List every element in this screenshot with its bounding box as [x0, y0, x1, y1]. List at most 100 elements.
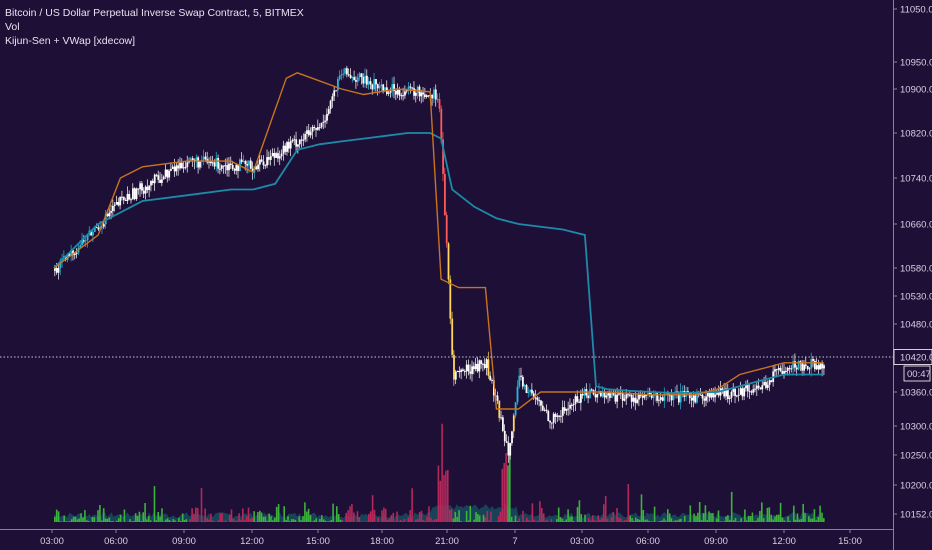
candle-body	[480, 360, 483, 364]
candle-body	[574, 396, 577, 404]
volume-bar	[168, 520, 171, 522]
candle-body	[240, 159, 243, 162]
indicator-legend-label[interactable]: Kijun-Sen + VWap [xdecow]	[5, 35, 136, 47]
volume-bar	[163, 521, 165, 522]
candle-body	[289, 141, 292, 149]
candle-body	[220, 165, 223, 169]
volume-bar	[623, 520, 626, 522]
y-tick-label: 11050.0	[900, 5, 932, 16]
volume-bar	[635, 517, 637, 522]
volume-bar	[503, 463, 505, 522]
candle-body	[380, 84, 383, 87]
candle-body	[797, 361, 800, 370]
candle-body	[534, 397, 537, 399]
candle-body	[817, 365, 820, 370]
volume-bar	[663, 518, 665, 522]
candle-body	[333, 90, 336, 97]
volume-bar	[510, 516, 513, 522]
x-tick-label: 12:00	[240, 536, 264, 547]
candle-body	[770, 380, 773, 382]
volume-bar	[388, 518, 391, 522]
volume-bar	[136, 515, 139, 522]
candle-body	[384, 87, 386, 91]
candle-body	[540, 400, 542, 406]
candle-body	[391, 84, 394, 92]
volume-bar	[306, 511, 308, 522]
candle-body	[612, 391, 615, 395]
candle-body	[266, 157, 268, 166]
volume-bar	[529, 520, 532, 522]
volume-bar	[736, 521, 739, 522]
volume-bar	[809, 518, 812, 522]
candle-body	[291, 140, 294, 142]
volume-bar	[69, 521, 71, 522]
candle-body	[159, 179, 161, 183]
candle-body	[487, 359, 490, 376]
vol-legend-label[interactable]: Vol	[5, 21, 20, 33]
volume-bar	[178, 517, 180, 522]
volume-bar	[337, 514, 340, 522]
countdown-label: 00:47	[907, 369, 931, 380]
volume-bar	[512, 521, 515, 522]
y-tick-label: 10820.0	[900, 129, 932, 140]
candle-body	[342, 73, 345, 75]
candle-body	[81, 240, 83, 246]
candle-body	[427, 95, 430, 97]
candle-body	[685, 391, 688, 397]
volume-bar	[390, 515, 393, 522]
volume-bar	[369, 511, 372, 522]
candle-body	[242, 161, 245, 163]
candle-body	[233, 169, 236, 171]
candle-body	[541, 405, 544, 411]
volume-bar	[633, 520, 635, 522]
volume-bar	[467, 520, 470, 522]
candle-body	[284, 145, 287, 152]
candle-body	[141, 183, 143, 191]
candle-body	[358, 73, 361, 78]
volume-bar	[542, 513, 545, 522]
candle-body	[95, 227, 98, 228]
volume-bar	[595, 520, 598, 522]
volume-bar	[772, 519, 774, 522]
candle-body	[280, 153, 283, 157]
volume-bar	[383, 507, 385, 522]
candle-body	[739, 388, 742, 395]
volume-bar	[112, 521, 114, 522]
candle-body	[168, 170, 171, 178]
candle-body	[565, 408, 568, 411]
candle-body	[215, 158, 218, 167]
candle-body	[306, 130, 308, 134]
volume-bar	[255, 521, 257, 522]
volume-bar	[437, 465, 440, 522]
candle-body	[714, 394, 717, 398]
volume-bar	[123, 509, 126, 522]
volume-bar	[332, 503, 334, 522]
candle-body	[765, 382, 767, 388]
candle-body	[763, 382, 766, 386]
candle-body	[155, 174, 158, 176]
volume-bar	[653, 506, 656, 522]
candle-body	[699, 394, 702, 396]
candle-body	[326, 114, 328, 121]
volume-bar	[249, 518, 252, 522]
candle-body	[75, 252, 78, 254]
candle-body	[273, 153, 276, 158]
y-tick-label: 10660.0	[900, 220, 932, 231]
symbol-title[interactable]: Bitcoin / US Dollar Perpetual Inverse Sw…	[5, 7, 304, 19]
volume-bar	[57, 511, 60, 522]
volume-bar	[522, 510, 524, 522]
volume-bar	[189, 519, 191, 522]
candle-body	[298, 139, 301, 145]
volume-bar	[144, 503, 146, 522]
volume-bar	[569, 516, 571, 522]
volume-bar	[697, 512, 699, 522]
volume-bar	[424, 520, 426, 522]
volume-bar	[129, 519, 131, 522]
volume-bar	[392, 512, 395, 522]
candle-body	[74, 253, 76, 255]
candle-body	[781, 371, 784, 374]
candle-body	[322, 121, 325, 123]
candle-body	[505, 441, 508, 443]
